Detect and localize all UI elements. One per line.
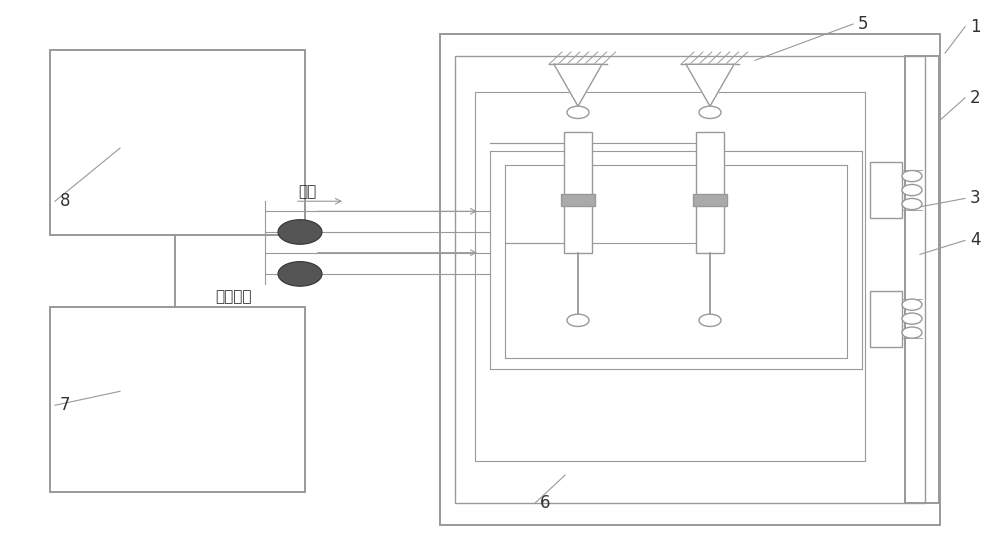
Bar bbox=[693, 193, 727, 206]
Circle shape bbox=[699, 106, 721, 119]
Polygon shape bbox=[686, 64, 734, 106]
Polygon shape bbox=[554, 64, 602, 106]
Bar bbox=[905, 56, 939, 503]
Bar bbox=[475, 92, 865, 461]
Circle shape bbox=[902, 313, 922, 324]
Bar bbox=[870, 162, 902, 218]
Bar bbox=[564, 132, 592, 253]
Text: 进油: 进油 bbox=[298, 184, 316, 198]
Circle shape bbox=[278, 262, 322, 286]
Circle shape bbox=[699, 314, 721, 326]
Circle shape bbox=[567, 314, 589, 326]
Circle shape bbox=[278, 220, 322, 244]
Bar bbox=[455, 56, 925, 503]
Text: 8: 8 bbox=[60, 192, 70, 210]
Circle shape bbox=[902, 198, 922, 210]
Circle shape bbox=[902, 184, 922, 196]
Circle shape bbox=[902, 327, 922, 338]
Circle shape bbox=[902, 299, 922, 310]
Text: 3: 3 bbox=[970, 190, 981, 207]
Circle shape bbox=[567, 106, 589, 119]
Bar bbox=[50, 307, 305, 492]
Text: 7: 7 bbox=[60, 396, 70, 414]
Bar bbox=[440, 34, 940, 525]
Circle shape bbox=[902, 170, 922, 182]
Text: 2: 2 bbox=[970, 89, 981, 107]
Bar bbox=[870, 291, 902, 347]
Bar bbox=[50, 50, 305, 235]
Bar bbox=[696, 132, 724, 253]
Text: 5: 5 bbox=[858, 15, 868, 33]
Bar bbox=[561, 193, 595, 206]
Text: 背压回流: 背压回流 bbox=[215, 289, 252, 304]
Text: 4: 4 bbox=[970, 231, 980, 249]
Text: 1: 1 bbox=[970, 18, 981, 36]
Text: 6: 6 bbox=[540, 494, 550, 512]
